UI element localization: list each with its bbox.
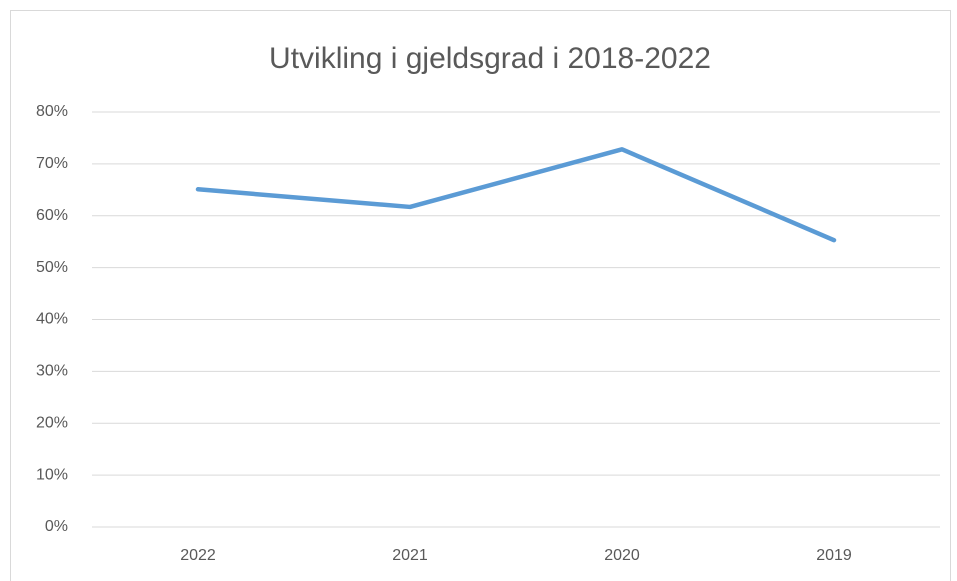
y-tick-label: 50% bbox=[36, 259, 68, 276]
y-tick-label: 0% bbox=[45, 518, 68, 535]
y-tick-label: 60% bbox=[36, 207, 68, 224]
y-tick-label: 10% bbox=[36, 466, 68, 483]
data-line bbox=[195, 147, 837, 243]
y-tick-label: 40% bbox=[36, 311, 68, 328]
x-tick-label: 2020 bbox=[604, 547, 640, 564]
x-tick-label: 2019 bbox=[816, 547, 852, 564]
chart-border bbox=[10, 10, 951, 581]
y-tick-label: 80% bbox=[36, 103, 68, 120]
y-tick-label: 30% bbox=[36, 363, 68, 380]
x-tick-label: 2022 bbox=[180, 547, 216, 564]
chart-title: Utvikling i gjeldsgrad i 2018-2022 bbox=[269, 42, 711, 75]
y-tick-label: 20% bbox=[36, 414, 68, 431]
x-tick-label: 2021 bbox=[392, 547, 428, 564]
y-tick-label: 70% bbox=[36, 155, 68, 172]
